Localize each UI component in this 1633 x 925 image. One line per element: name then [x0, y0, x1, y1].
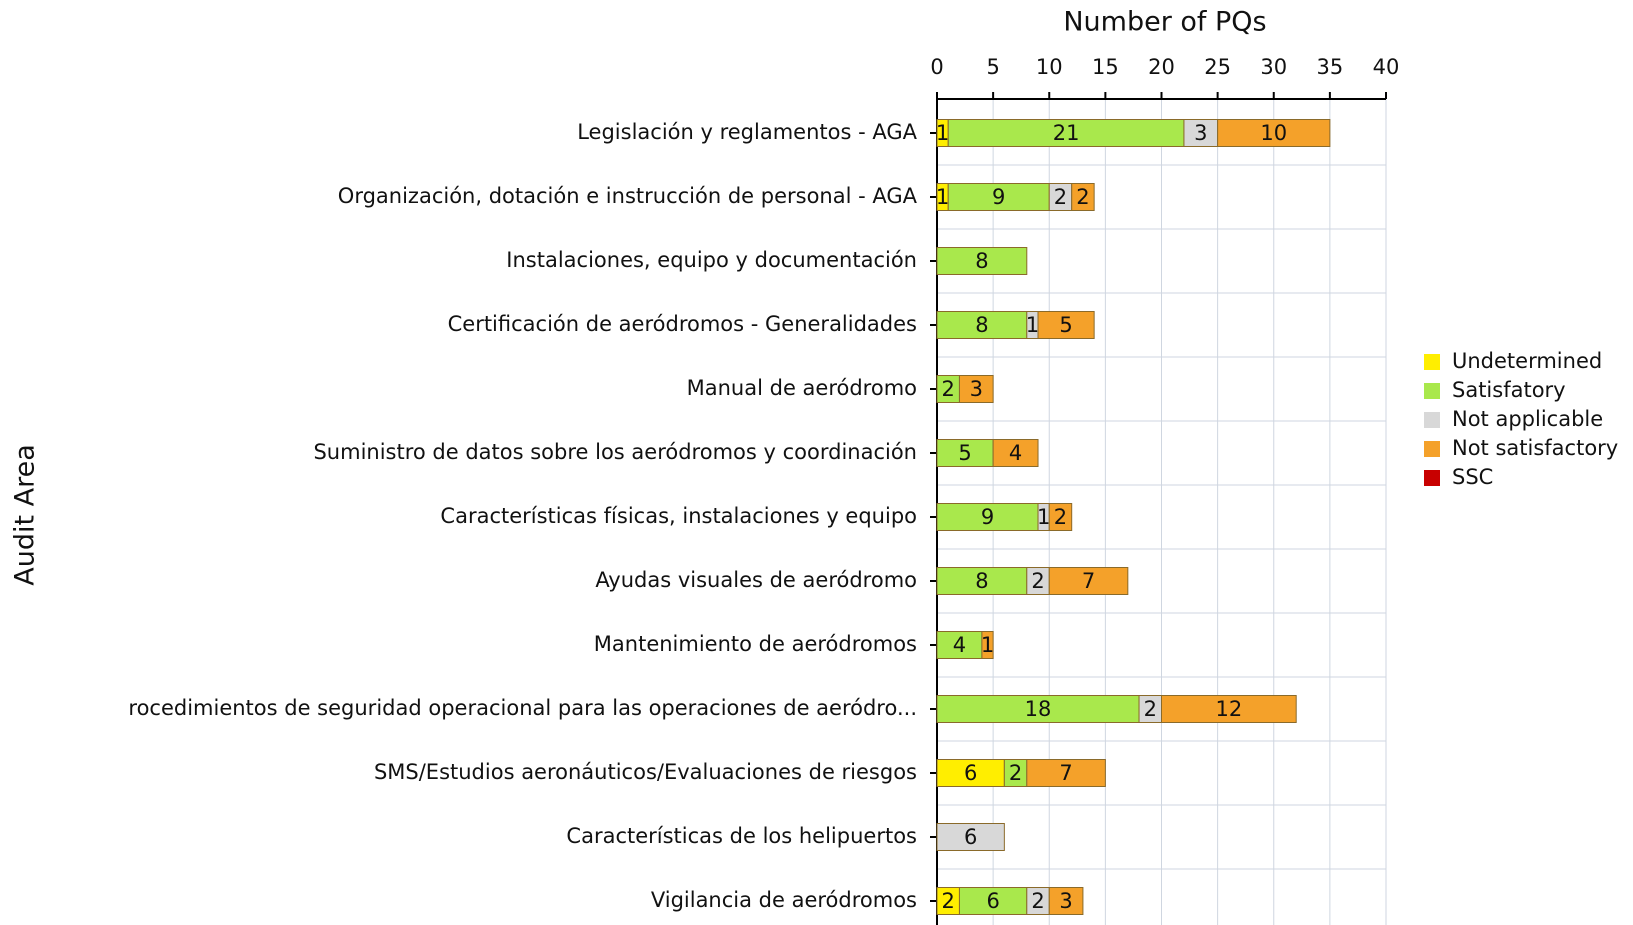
data-label: 8 — [975, 313, 988, 337]
bar-segment — [1183, 119, 1219, 147]
data-label: 4 — [953, 633, 966, 657]
bar-segment — [936, 311, 1028, 339]
x-tick-label: 40 — [1373, 55, 1400, 79]
legend-label: Not satisfactory — [1452, 436, 1618, 460]
data-label: 2 — [942, 889, 955, 913]
bar-segment — [992, 439, 1039, 467]
y-tick-label: Manual de aeródromo — [687, 376, 917, 400]
data-label: 1 — [1026, 313, 1039, 337]
data-label: 5 — [1059, 313, 1072, 337]
data-label: 6 — [964, 761, 977, 785]
data-label: 2 — [1144, 697, 1157, 721]
x-tick-label: 10 — [1036, 55, 1063, 79]
data-label: 18 — [1025, 697, 1052, 721]
y-tick-label: rocedimientos de seguridad operacional p… — [128, 696, 917, 720]
legend-swatch — [1424, 383, 1440, 399]
bar-segment — [958, 375, 994, 403]
data-label: 2 — [942, 377, 955, 401]
x-tick-label: 30 — [1260, 55, 1287, 79]
y-tick-label: SMS/Estudios aeronáuticos/Evaluaciones d… — [374, 760, 917, 784]
data-label: 1 — [981, 633, 994, 657]
legend-swatch — [1424, 412, 1440, 428]
bar-segment — [1048, 567, 1129, 595]
data-label: 1 — [936, 185, 949, 209]
data-label: 2 — [1031, 889, 1044, 913]
x-tick-label: 35 — [1317, 55, 1344, 79]
bar-segment — [1048, 887, 1084, 915]
bar-segment — [1048, 503, 1073, 531]
bar-segment — [936, 439, 994, 467]
data-label: 2 — [1009, 761, 1022, 785]
y-tick-label: Legislación y reglamentos - AGA — [577, 120, 917, 144]
data-label: 1 — [1037, 505, 1050, 529]
legend-label: Not applicable — [1452, 407, 1603, 431]
bar-segment — [936, 247, 1028, 275]
data-label: 3 — [970, 377, 983, 401]
x-tick-label: 20 — [1148, 55, 1175, 79]
data-label: 8 — [975, 249, 988, 273]
x-tick-label: 15 — [1092, 55, 1119, 79]
y-tick-label: Instalaciones, equipo y documentación — [506, 248, 917, 272]
y-tick-label: Certificación de aeródromos - Generalida… — [448, 312, 917, 336]
data-label: 9 — [992, 185, 1005, 209]
legend-label: SSC — [1452, 465, 1493, 489]
data-label: 5 — [958, 441, 971, 465]
data-label: 7 — [1059, 761, 1072, 785]
data-label: 2 — [1054, 505, 1067, 529]
bar-segment — [936, 823, 1005, 851]
bar-segment — [1026, 759, 1106, 787]
bar-segment — [947, 119, 1185, 147]
bar-segment — [1071, 183, 1095, 211]
bar-segment — [1217, 119, 1331, 147]
data-label: 1 — [936, 121, 949, 145]
bar-segment — [1037, 311, 1095, 339]
data-label: 4 — [1009, 441, 1022, 465]
data-label: 3 — [1194, 121, 1207, 145]
legend-label: Undetermined — [1452, 349, 1602, 373]
y-tick-label: Vigilancia de aeródromos — [651, 888, 917, 912]
data-label: 2 — [1054, 185, 1067, 209]
data-label: 3 — [1059, 889, 1072, 913]
legend-swatch — [1424, 441, 1440, 457]
bar-segment — [947, 183, 1050, 211]
y-tick-label: Características de los helipuertos — [566, 824, 917, 848]
legend-swatch — [1424, 470, 1440, 486]
bar-segment — [936, 567, 1028, 595]
y-tick-label: Mantenimiento de aeródromos — [594, 632, 917, 656]
legend-label: Satisfatory — [1452, 378, 1566, 402]
data-label: 2 — [1031, 569, 1044, 593]
data-label: 10 — [1260, 121, 1287, 145]
y-tick-label: Organización, dotación e instrucción de … — [338, 184, 918, 208]
data-label: 6 — [964, 825, 977, 849]
data-label: 2 — [1076, 185, 1089, 209]
y-tick-label: Suministro de datos sobre los aeródromos… — [313, 440, 917, 464]
x-tick-label: 0 — [930, 55, 943, 79]
bar-segment — [936, 503, 1039, 531]
data-label: 21 — [1053, 121, 1080, 145]
data-label: 6 — [986, 889, 999, 913]
data-label: 8 — [975, 569, 988, 593]
data-label: 7 — [1082, 569, 1095, 593]
y-tick-label: Ayudas visuales de aeródromo — [595, 568, 917, 592]
y-tick-label: Características físicas, instalaciones y… — [440, 504, 917, 528]
x-tick-label: 25 — [1204, 55, 1231, 79]
bar-segment — [981, 631, 994, 659]
data-label: 9 — [981, 505, 994, 529]
x-tick-label: 5 — [986, 55, 999, 79]
y-axis-label: Audit Area — [10, 444, 41, 586]
bar-segment — [1161, 695, 1297, 723]
bar-segment — [936, 695, 1140, 723]
legend-swatch — [1424, 354, 1440, 370]
chart-title: Number of PQs — [1063, 7, 1266, 38]
data-label: 12 — [1215, 697, 1242, 721]
